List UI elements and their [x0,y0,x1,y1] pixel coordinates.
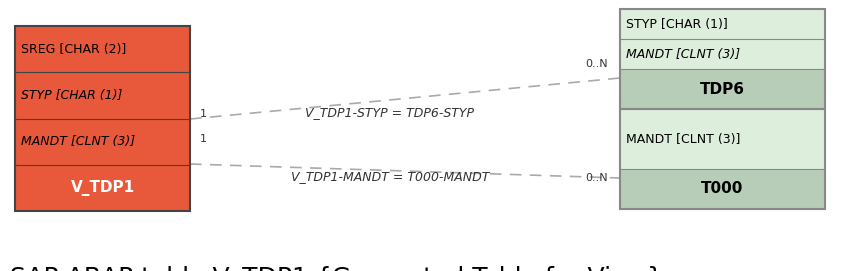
Text: STYP [CHAR (1)]: STYP [CHAR (1)] [625,18,727,31]
Text: SAP ABAP table V_TDP1 {Generated Table for View}: SAP ABAP table V_TDP1 {Generated Table f… [10,266,663,271]
Text: V_TDP1-STYP = TDP6-STYP: V_TDP1-STYP = TDP6-STYP [306,106,474,119]
Text: SREG [CHAR (2)]: SREG [CHAR (2)] [21,43,126,56]
Text: V_TDP1-MANDT = T000-MANDT: V_TDP1-MANDT = T000-MANDT [290,170,489,183]
Text: 0..N: 0..N [585,59,608,69]
Text: 0..N: 0..N [585,173,608,183]
Bar [619,109,824,169]
Bar [15,119,190,165]
Text: V_TDP1: V_TDP1 [70,180,134,196]
Bar [15,26,190,72]
Text: T000: T000 [701,182,743,196]
Text: MANDT [CLNT (3)]: MANDT [CLNT (3)] [625,47,739,60]
Bar [619,9,824,109]
Text: STYP [CHAR (1)]: STYP [CHAR (1)] [21,89,122,102]
Text: 1: 1 [200,134,207,144]
Bar [619,109,824,209]
Bar [619,39,824,69]
Text: MANDT [CLNT (3)]: MANDT [CLNT (3)] [21,135,135,148]
Bar [619,169,824,209]
Text: TDP6: TDP6 [699,82,744,96]
Text: MANDT [CLNT (3)]: MANDT [CLNT (3)] [625,133,739,146]
Bar [619,9,824,39]
Text: 1: 1 [200,109,207,119]
Bar [15,72,190,119]
Bar [15,26,190,211]
Bar [15,165,190,211]
Bar [619,69,824,109]
